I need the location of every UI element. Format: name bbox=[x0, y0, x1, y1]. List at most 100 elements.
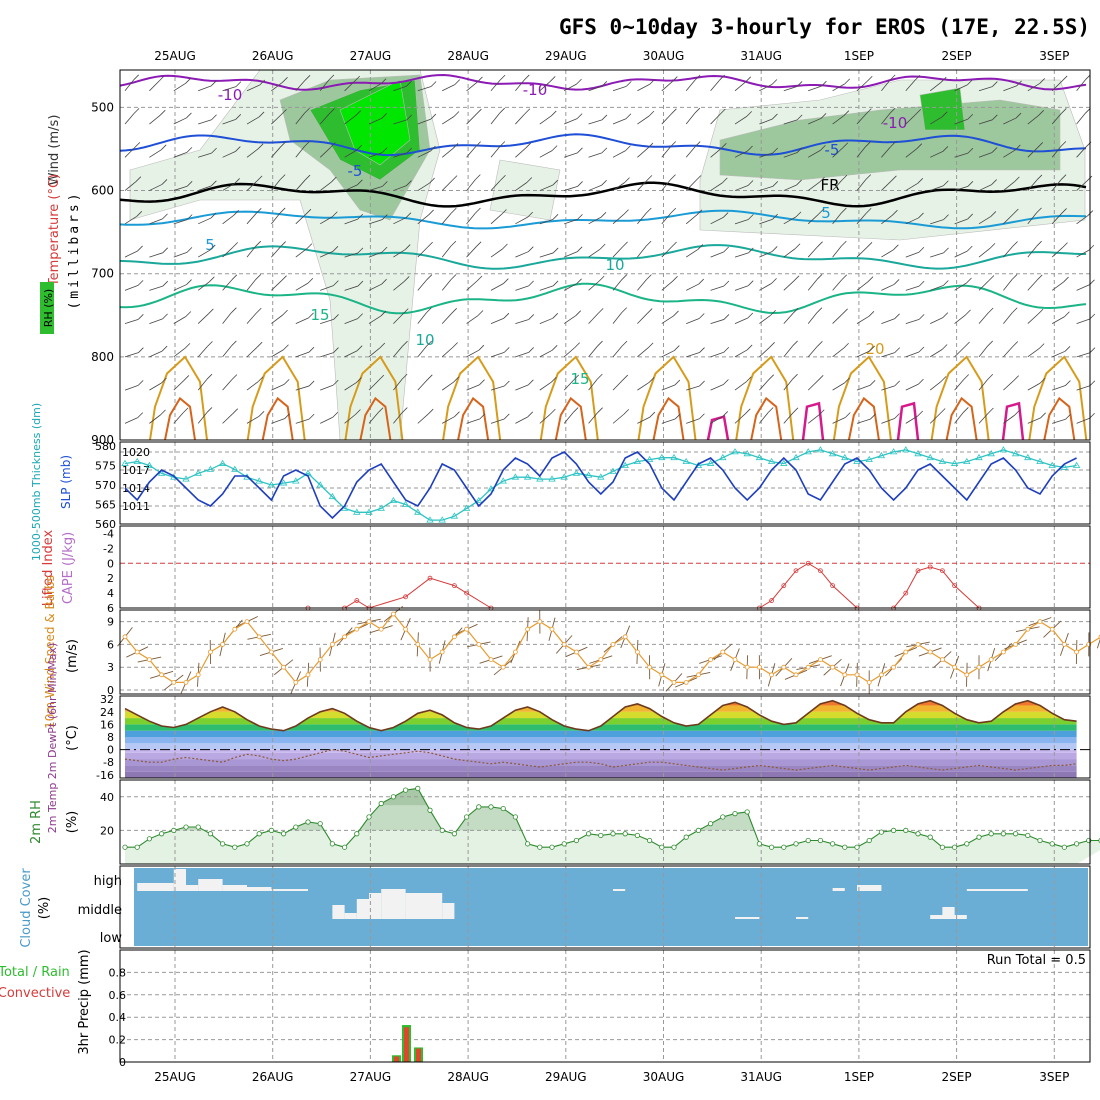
wind-barb-flag bbox=[450, 207, 457, 214]
wind-barb bbox=[515, 352, 529, 358]
top-date-2SEP: 2SEP bbox=[942, 49, 972, 63]
wind-barb-flag bbox=[914, 74, 921, 81]
wind-barb-flag bbox=[842, 142, 849, 149]
wind-barb-flag bbox=[450, 240, 457, 247]
rh2m-point bbox=[220, 841, 226, 847]
rh2m-point bbox=[585, 831, 592, 837]
wind10m-point bbox=[256, 634, 262, 640]
panel-frame bbox=[119, 695, 1091, 779]
wind-barb-flag bbox=[1037, 142, 1044, 148]
cape-li-panel: -4 -2 0 2 4 6 bbox=[103, 525, 1091, 615]
wind-barb-flag bbox=[646, 274, 652, 280]
wind-barb-flag bbox=[621, 340, 628, 347]
wind-barb-flag bbox=[746, 344, 753, 351]
wind-barb-flag bbox=[992, 81, 998, 87]
wind10m-point bbox=[574, 649, 579, 655]
thickness-point bbox=[975, 453, 983, 461]
rh2m-point bbox=[598, 832, 604, 839]
wind-barb-flag bbox=[796, 81, 803, 87]
ytick-thick-575: 575 bbox=[95, 460, 116, 473]
wind-barb bbox=[197, 313, 209, 324]
ytick-rh-40: 40 bbox=[100, 791, 114, 804]
wind-barb bbox=[149, 184, 163, 191]
thickness-point bbox=[377, 504, 385, 511]
run-total-label: Run Total = 0.5 bbox=[987, 953, 1086, 968]
ytick-rh-20: 20 bbox=[100, 824, 114, 837]
wind-barb bbox=[661, 113, 672, 125]
wind-barb bbox=[710, 251, 724, 258]
wind-barb-flag bbox=[699, 413, 705, 420]
wind-barb bbox=[929, 413, 941, 424]
wind-barb bbox=[710, 147, 722, 158]
wind10m-point bbox=[390, 611, 396, 617]
wind-barb-flag bbox=[1039, 377, 1046, 384]
wind-barb bbox=[1051, 113, 1062, 125]
wind-barb-flag bbox=[186, 279, 192, 285]
wind-barb bbox=[612, 279, 623, 291]
wind-barb-flag bbox=[794, 243, 801, 250]
ytick-li-4: 4 bbox=[107, 587, 114, 600]
ylabel-cloud-units: (%) bbox=[37, 897, 52, 920]
wind-barb-flag bbox=[772, 213, 778, 220]
wind-barb-flag bbox=[136, 211, 143, 217]
cloud-block-0 bbox=[137, 883, 174, 891]
wind-barb-flag bbox=[401, 407, 408, 413]
rh2m-point bbox=[1061, 844, 1068, 850]
wind-barb bbox=[344, 184, 358, 191]
wind-barb bbox=[661, 179, 671, 191]
wind-barb-flag bbox=[137, 245, 143, 252]
wind-barb-flag bbox=[599, 243, 606, 250]
wind-barb bbox=[149, 350, 163, 358]
wind-barb bbox=[539, 413, 551, 424]
wind-barb-flag bbox=[331, 176, 337, 183]
wind-barb-flag bbox=[355, 409, 361, 415]
wind-barb bbox=[686, 352, 700, 358]
wind-barb-flag bbox=[453, 376, 459, 383]
wind-barb-flag bbox=[255, 274, 262, 280]
wind-barb-flag bbox=[162, 247, 169, 254]
wind10m-point bbox=[879, 672, 884, 678]
wind-barb-flag bbox=[843, 110, 850, 116]
wind-barb-flag bbox=[670, 207, 677, 214]
wind-barb bbox=[588, 345, 598, 358]
wind-barb bbox=[978, 184, 992, 191]
isotherm-30-1 bbox=[801, 401, 825, 441]
wind-barb bbox=[783, 345, 793, 358]
thickness-point bbox=[853, 457, 861, 464]
isotherm-25-day5 bbox=[652, 396, 685, 441]
panel-frame bbox=[119, 779, 1091, 865]
rh2m-point bbox=[341, 844, 348, 850]
wind-barb-flag bbox=[550, 110, 557, 117]
wind-barb-flag bbox=[967, 113, 974, 120]
wind-barb bbox=[588, 85, 602, 92]
wind-barb bbox=[344, 350, 358, 358]
thickness-point bbox=[950, 459, 959, 466]
wind-barb bbox=[588, 412, 598, 424]
rh2m-point bbox=[329, 841, 335, 847]
wind10m-point bbox=[451, 634, 457, 640]
thickness-point bbox=[401, 500, 410, 507]
wind-barb bbox=[197, 281, 210, 291]
wind-barb-flag bbox=[282, 309, 288, 316]
wind-barb bbox=[856, 350, 870, 358]
wind-barb bbox=[564, 118, 578, 125]
wind-barb bbox=[198, 185, 212, 191]
wind-barb-flag bbox=[793, 275, 800, 282]
wind-barb bbox=[295, 179, 306, 191]
isotherm-25-day6 bbox=[750, 396, 783, 441]
wind10m-point bbox=[122, 634, 128, 640]
top-date-1SEP: 1SEP bbox=[844, 49, 874, 63]
rh-legend-swatch bbox=[40, 282, 54, 334]
top-date-3SEP: 3SEP bbox=[1039, 49, 1069, 63]
wind-barb-flag bbox=[281, 275, 287, 281]
wind10m-point bbox=[891, 664, 896, 670]
isotherm-25-day4 bbox=[554, 396, 587, 441]
contour-label-3: -5 bbox=[348, 162, 363, 180]
wind-barb bbox=[246, 346, 258, 358]
wind-barb bbox=[222, 379, 233, 391]
wind-barb bbox=[881, 79, 891, 92]
wind-barb bbox=[685, 249, 699, 258]
rh-shade-4 bbox=[719, 99, 1061, 181]
wind-barb bbox=[466, 315, 479, 324]
wind-barb bbox=[685, 112, 696, 125]
